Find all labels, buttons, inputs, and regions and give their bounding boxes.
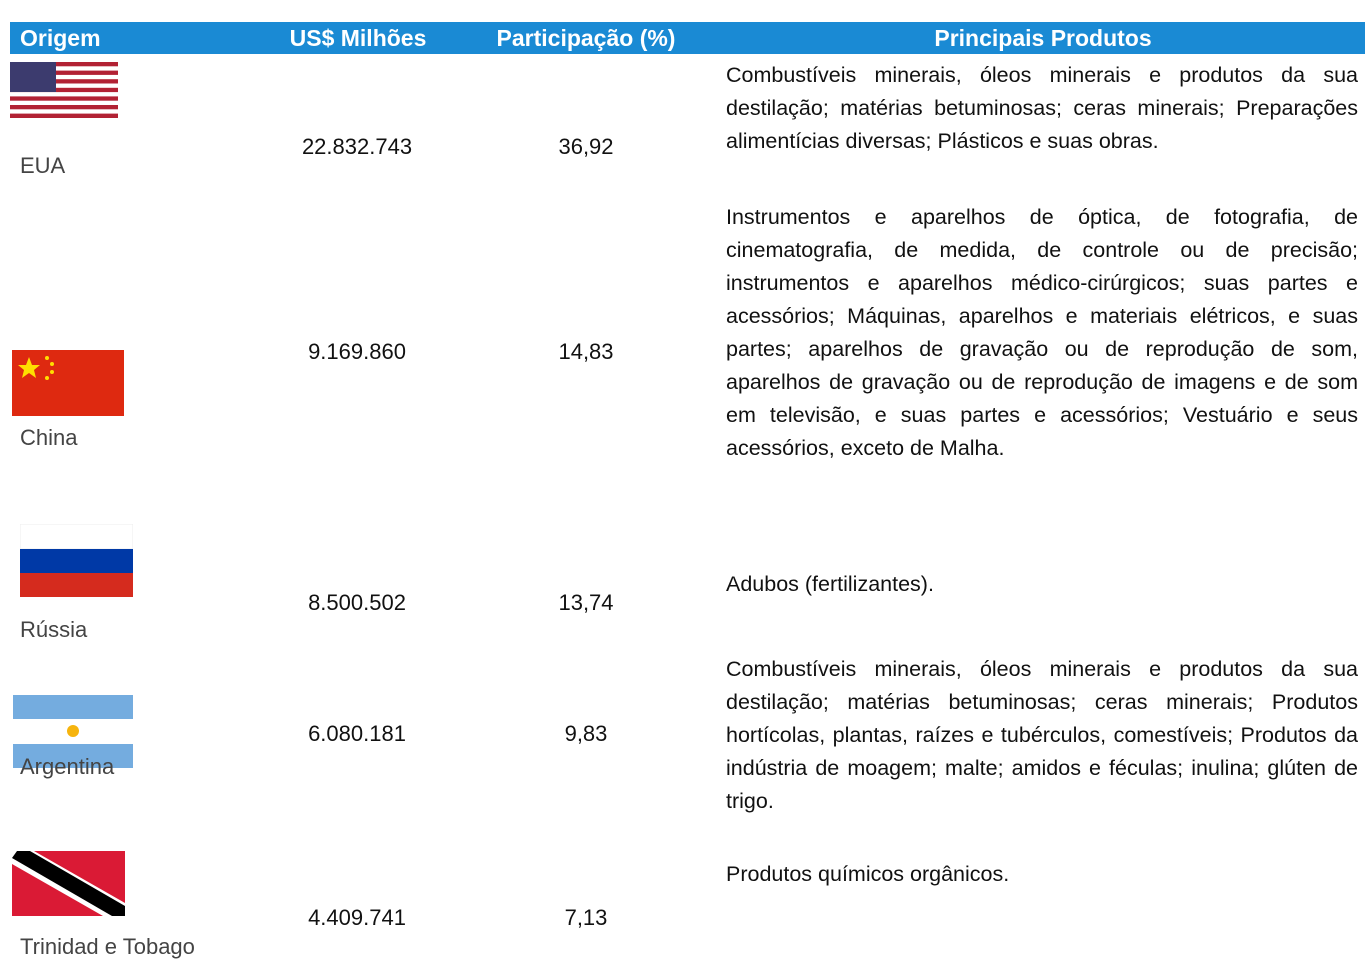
flag-argentina (13, 695, 133, 768)
products-cell: Adubos (fertilizantes). (726, 572, 934, 596)
country-name: China (20, 425, 78, 450)
value-cell: 6.080.181 (308, 721, 406, 746)
header-cell: Origem (20, 25, 101, 51)
flag-china (12, 350, 124, 416)
products-cell: Produtos químicos orgânicos. (726, 862, 1010, 886)
header-cell: US$ Milhões (289, 25, 427, 51)
country-name: Trinidad e Tobago (20, 934, 195, 959)
share-cell: 9,83 (564, 721, 608, 746)
header-bar: Origem US$ Milhões Participação (%) Prin… (10, 22, 1365, 54)
value-cell: 9.169.860 (308, 339, 406, 364)
share-cell: 14,83 (558, 339, 614, 364)
value-cell: 8.500.502 (308, 590, 406, 615)
products-cell: Combustíveis minerais, óleos minerais e … (726, 657, 1358, 813)
products-cell: Instrumentos e aparelhos de óptica, de f… (726, 205, 1358, 460)
share-cell: 13,74 (558, 590, 614, 615)
country-name: EUA (20, 153, 66, 178)
country-name: Argentina (20, 754, 115, 779)
share-cell: 36,92 (558, 134, 614, 159)
country-name: Rússia (20, 617, 88, 642)
header-cell: Participação (%) (496, 25, 676, 51)
products-cell: Combustíveis minerais, óleos minerais e … (726, 63, 1358, 153)
flag-trinidad (12, 851, 125, 916)
header-cell: Principais Produtos (934, 25, 1152, 51)
share-cell: 7,13 (564, 905, 608, 930)
flag-usa (10, 62, 118, 118)
flag-russia (20, 524, 133, 597)
value-cell: 22.832.743 (301, 134, 413, 159)
value-cell: 4.409.741 (308, 905, 406, 930)
